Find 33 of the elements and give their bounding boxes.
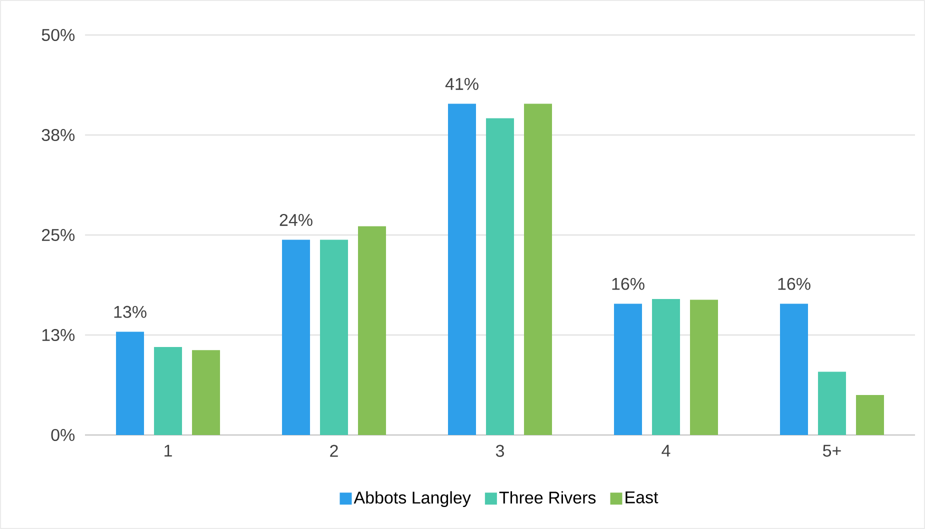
bar	[856, 394, 884, 435]
legend-label: Abbots Langley	[354, 491, 471, 508]
bar	[690, 300, 718, 435]
bar	[282, 240, 310, 435]
bar	[358, 226, 386, 435]
bar	[320, 240, 348, 435]
x-tick-label: 2	[330, 444, 338, 457]
bar	[448, 104, 476, 435]
x-tick-label: 5+	[822, 444, 841, 457]
y-tick-label: 25%	[42, 228, 75, 242]
y-tick-label: 13%	[42, 328, 75, 342]
data-label: 24%	[280, 214, 312, 226]
bar	[614, 304, 642, 435]
bar	[818, 372, 846, 435]
data-label: 16%	[778, 278, 810, 290]
y-tick-label: 50%	[42, 28, 75, 42]
y-tick-label: 38%	[42, 128, 75, 142]
x-tick-label: 1	[164, 444, 172, 457]
bar	[154, 346, 182, 435]
bar	[780, 304, 808, 435]
bar	[116, 332, 144, 435]
data-label: 13%	[114, 306, 146, 318]
bar	[486, 118, 514, 435]
legend-label: East	[626, 491, 658, 504]
data-label: 16%	[612, 278, 644, 290]
data-label: 41%	[445, 78, 478, 90]
x-tick-label: 3	[496, 444, 504, 457]
y-tick-label: 0%	[51, 428, 75, 442]
legend-label: Three Rivers	[499, 491, 596, 504]
x-tick-label: 4	[662, 444, 670, 457]
bar	[524, 104, 552, 435]
bar	[192, 350, 220, 435]
bar	[652, 298, 680, 435]
